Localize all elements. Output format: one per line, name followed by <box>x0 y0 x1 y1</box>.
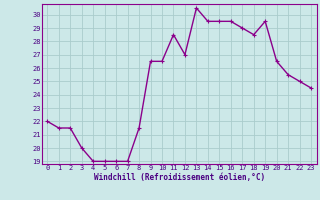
X-axis label: Windchill (Refroidissement éolien,°C): Windchill (Refroidissement éolien,°C) <box>94 173 265 182</box>
